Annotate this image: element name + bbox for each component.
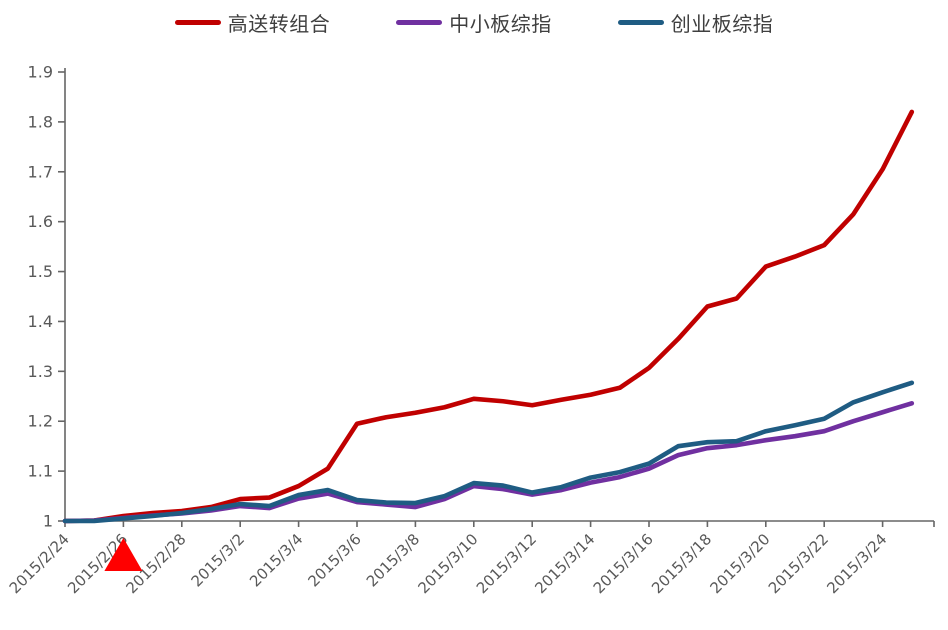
series-line-1 [62, 400, 915, 524]
y-tick-label: 1.5 [28, 262, 53, 281]
y-tick-label: 1.1 [28, 462, 53, 481]
x-tick-label: 2015/3/24 [823, 530, 890, 597]
y-tick-label: 1.8 [28, 112, 53, 131]
series-line-2 [62, 380, 915, 524]
y-tick-label: 1.6 [28, 212, 53, 231]
x-tick-label: 2015/3/18 [648, 530, 715, 597]
y-tick-label: 1.2 [28, 412, 53, 431]
x-tick-label: 2015/3/20 [707, 530, 774, 597]
x-tick-label: 2015/3/10 [415, 530, 482, 597]
y-tick-label: 1.3 [28, 362, 53, 381]
x-tick-label: 2015/3/16 [590, 530, 657, 597]
x-tick-label: 2015/3/4 [246, 530, 306, 590]
red-triangle-marker-icon [104, 538, 143, 571]
x-tick-label: 2015/3/6 [304, 530, 364, 590]
x-tick-label: 2015/3/8 [363, 530, 423, 590]
y-tick-label: 1.9 [28, 63, 53, 82]
x-tick-label: 2015/2/24 [6, 530, 73, 597]
y-tick-label: 1.7 [28, 162, 53, 181]
x-tick-label: 2015/3/22 [765, 530, 832, 597]
x-tick-label: 2015/3/14 [531, 530, 598, 597]
y-tick-label: 1.4 [28, 312, 53, 331]
y-tick-label: 1 [43, 512, 53, 531]
series-line-0 [62, 109, 915, 524]
x-tick-label: 2015/3/2 [188, 530, 248, 590]
x-tick-label: 2015/3/12 [473, 530, 540, 597]
